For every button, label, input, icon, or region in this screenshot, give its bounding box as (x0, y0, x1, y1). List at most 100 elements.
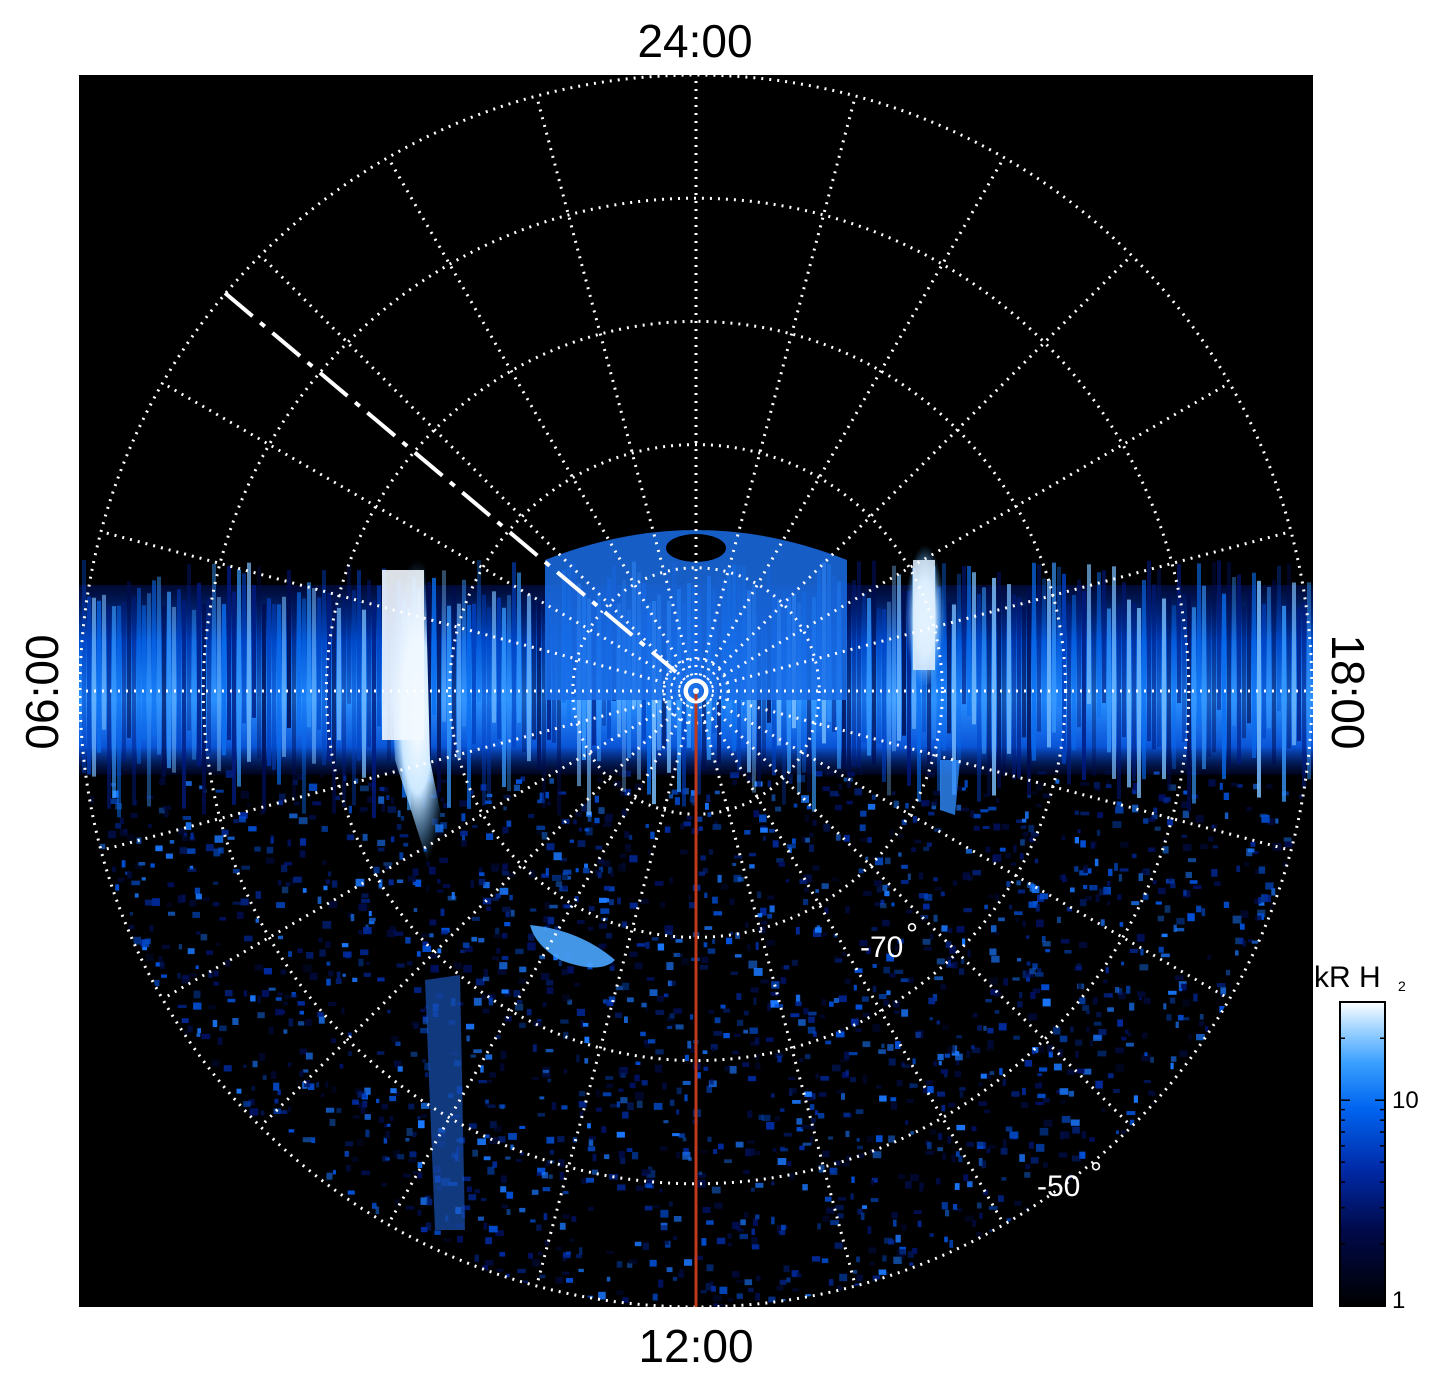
noise-pixel (185, 781, 192, 786)
noise-pixel (706, 794, 711, 802)
band-streak (1077, 579, 1081, 728)
band-streak (652, 600, 656, 805)
noise-pixel (1140, 948, 1144, 956)
noise-pixel (1189, 880, 1198, 884)
noise-pixel (483, 969, 489, 977)
noise-pixel (559, 1222, 566, 1230)
noise-pixel (588, 906, 595, 911)
noise-pixel (732, 862, 737, 867)
band-streak (867, 598, 871, 756)
band-streak (1032, 562, 1036, 761)
noise-pixel (238, 812, 248, 819)
noise-pixel (1078, 941, 1088, 949)
noise-pixel (601, 1126, 607, 1133)
noise-pixel (768, 828, 775, 833)
noise-pixel (559, 1171, 564, 1180)
noise-pixel (1030, 992, 1036, 1000)
noise-pixel (999, 847, 1006, 852)
band-streak (1297, 607, 1301, 742)
lat-label-50-deg: ° (1090, 1157, 1102, 1190)
noise-pixel (884, 890, 890, 897)
noise-pixel (905, 909, 913, 914)
noise-pixel (598, 923, 608, 929)
noise-pixel (699, 1150, 708, 1154)
noise-pixel (111, 866, 116, 873)
noise-pixel (437, 948, 442, 954)
band-streak (477, 560, 481, 702)
noise-pixel (608, 886, 615, 892)
noise-pixel (699, 964, 709, 970)
noise-pixel (605, 933, 613, 939)
noise-pixel (536, 1172, 542, 1176)
noise-pixel (958, 968, 965, 975)
noise-pixel (857, 1145, 863, 1150)
noise-pixel (319, 949, 326, 957)
noise-pixel (1029, 968, 1036, 975)
noise-pixel (912, 1058, 916, 1065)
noise-pixel (1034, 858, 1039, 864)
noise-pixel (268, 987, 276, 991)
noise-pixel (546, 987, 554, 994)
noise-pixel (674, 797, 680, 806)
colorbar: kR H 2 10 1 (1314, 961, 1419, 1314)
noise-pixel (376, 1051, 385, 1055)
noise-pixel (993, 854, 1002, 862)
noise-pixel (995, 893, 1000, 902)
noise-pixel (616, 1131, 625, 1138)
noise-pixel (284, 861, 293, 866)
noise-pixel (1026, 882, 1034, 888)
noise-pixel (998, 1023, 1007, 1031)
band-streak (937, 587, 941, 791)
noise-pixel (818, 1113, 825, 1119)
noise-pixel (702, 1206, 711, 1213)
noise-pixel (546, 1136, 555, 1144)
noise-pixel (860, 838, 869, 842)
noise-pixel (1255, 869, 1259, 874)
noise-pixel (1055, 779, 1060, 784)
noise-pixel (707, 1136, 712, 1142)
noise-pixel (707, 812, 712, 817)
noise-pixel (785, 879, 790, 883)
noise-pixel (639, 899, 649, 904)
noise-pixel (640, 1031, 646, 1037)
noise-pixel (918, 893, 928, 899)
noise-pixel (215, 942, 221, 946)
noise-pixel (930, 933, 934, 940)
noise-pixel (668, 1201, 673, 1207)
noise-pixel (731, 1271, 740, 1278)
noise-pixel (233, 819, 239, 823)
noise-pixel (588, 1135, 596, 1141)
band-streak (1057, 566, 1061, 708)
noise-pixel (545, 1048, 554, 1053)
noise-pixel (270, 835, 274, 844)
band-streak (162, 605, 166, 777)
noise-pixel (907, 1250, 915, 1258)
noise-pixel (518, 978, 527, 984)
noise-pixel (1079, 997, 1086, 1005)
noise-pixel (714, 1202, 723, 1209)
noise-pixel (318, 1016, 325, 1024)
band-streak (257, 566, 261, 759)
noise-pixel (897, 833, 904, 838)
noise-pixel (322, 921, 332, 929)
noise-pixel (578, 1091, 586, 1097)
noise-pixel (1013, 1035, 1020, 1040)
noise-pixel (348, 805, 352, 814)
noise-pixel (856, 1274, 863, 1282)
noise-pixel (812, 819, 817, 826)
noise-pixel (352, 1099, 359, 1105)
noise-pixel (824, 1196, 832, 1202)
noise-pixel (390, 1088, 397, 1094)
noise-pixel (519, 1207, 526, 1213)
noise-pixel (863, 1079, 867, 1085)
band-streak (262, 604, 266, 812)
noise-pixel (327, 871, 332, 877)
noise-pixel (479, 872, 485, 877)
noise-pixel (888, 1058, 896, 1066)
noise-pixel (537, 799, 545, 804)
noise-pixel (733, 855, 743, 859)
noise-pixel (341, 1007, 345, 1015)
noise-pixel (660, 1225, 668, 1231)
noise-pixel (1071, 1155, 1081, 1162)
noise-pixel (227, 998, 236, 1003)
